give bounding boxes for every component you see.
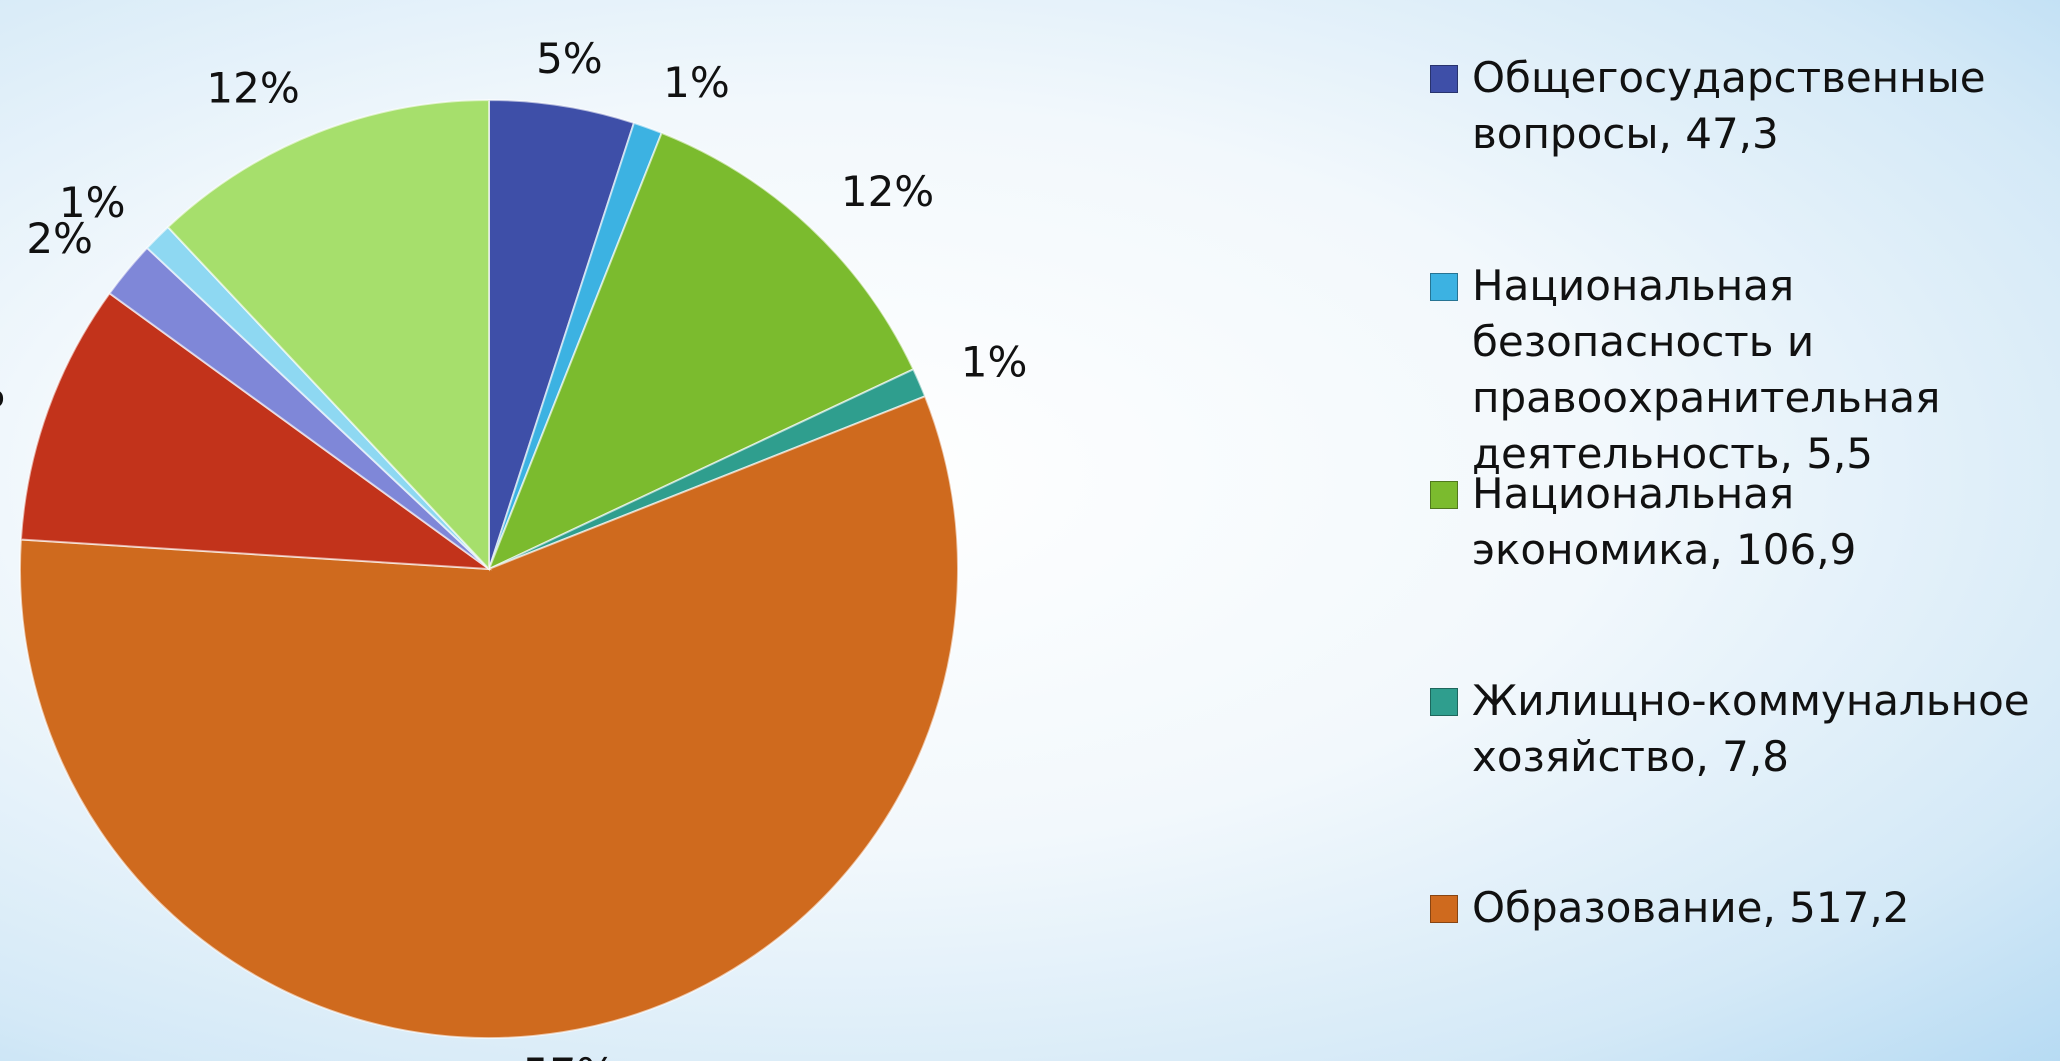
legend-label: Жилищно-коммунальное хозяйство, 7,8: [1472, 676, 2030, 781]
data-label: 9%: [0, 367, 5, 416]
legend-item: Образование, 517,2: [1430, 880, 2055, 936]
legend-swatch: [1430, 895, 1458, 923]
data-label: 1%: [663, 58, 730, 107]
data-label: 1%: [961, 337, 1028, 386]
legend-label: Национальная экономика, 106,9: [1472, 469, 1857, 574]
legend-item: Общегосударственные вопросы, 47,3: [1430, 50, 2055, 162]
legend-swatch: [1430, 273, 1458, 301]
data-label: 12%: [841, 167, 934, 216]
legend-item: Национальная безопасность и правоохранит…: [1430, 258, 2055, 482]
pie-slice: [487, 131, 915, 571]
legend-swatch: [1430, 688, 1458, 716]
data-label: 1%: [59, 178, 126, 227]
legend-label: Образование, 517,2: [1472, 883, 1910, 932]
pie-slice: [488, 98, 636, 570]
legend-label: Общегосударственные вопросы, 47,3: [1472, 53, 1986, 158]
data-label: 12%: [206, 64, 299, 113]
legend-swatch: [1430, 481, 1458, 509]
legend-label: Национальная безопасность и правоохранит…: [1472, 261, 1941, 478]
data-label: 57%: [523, 1049, 616, 1061]
data-label: 2%: [26, 214, 93, 263]
legend-swatch: [1430, 65, 1458, 93]
pie-slice: [19, 395, 959, 1039]
legend-item: Национальная экономика, 106,9: [1430, 466, 2055, 578]
pie-slice: [166, 98, 490, 572]
legend-item: Жилищно-коммунальное хозяйство, 7,8: [1430, 673, 2055, 785]
pie-slice: [19, 291, 493, 571]
data-label: 5%: [536, 34, 603, 83]
